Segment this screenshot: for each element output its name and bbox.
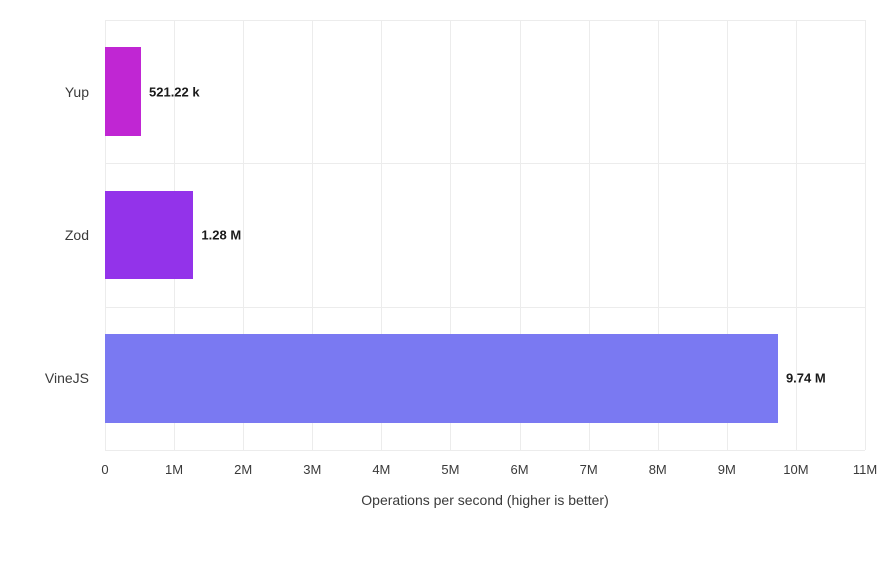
- row-separator: [105, 450, 865, 451]
- x-tick-label: 8M: [649, 462, 667, 477]
- bar-value-label: 1.28 M: [201, 227, 241, 242]
- plot-area: 521.22 k 1.28 M 9.74 M: [105, 20, 865, 450]
- y-category-label: Yup: [65, 84, 89, 100]
- bar-vinejs: [105, 334, 778, 423]
- bar-value-label: 521.22 k: [149, 84, 200, 99]
- bar-value-label: 9.74 M: [786, 371, 826, 386]
- x-tick-label: 6M: [511, 462, 529, 477]
- x-tick-label: 3M: [303, 462, 321, 477]
- bar-yup: [105, 47, 141, 136]
- x-tick-label: 0: [101, 462, 108, 477]
- x-tick-label: 10M: [783, 462, 808, 477]
- row-separator: [105, 20, 865, 21]
- x-tick-label: 7M: [580, 462, 598, 477]
- x-tick-label: 9M: [718, 462, 736, 477]
- y-category-label: VineJS: [45, 370, 89, 386]
- x-tick-label: 11M: [853, 462, 877, 477]
- x-tick-label: 5M: [441, 462, 459, 477]
- x-axis-title: Operations per second (higher is better): [361, 492, 608, 508]
- x-tick-label: 2M: [234, 462, 252, 477]
- row-separator: [105, 307, 865, 308]
- grid-line: [865, 20, 866, 450]
- y-category-label: Zod: [65, 227, 89, 243]
- x-tick-label: 4M: [372, 462, 390, 477]
- bar-zod: [105, 191, 193, 280]
- row-separator: [105, 163, 865, 164]
- benchmark-bar-chart: 521.22 k 1.28 M 9.74 M Yup Zod VineJS 0 1M 2M 3…: [0, 0, 895, 566]
- x-tick-label: 1M: [165, 462, 183, 477]
